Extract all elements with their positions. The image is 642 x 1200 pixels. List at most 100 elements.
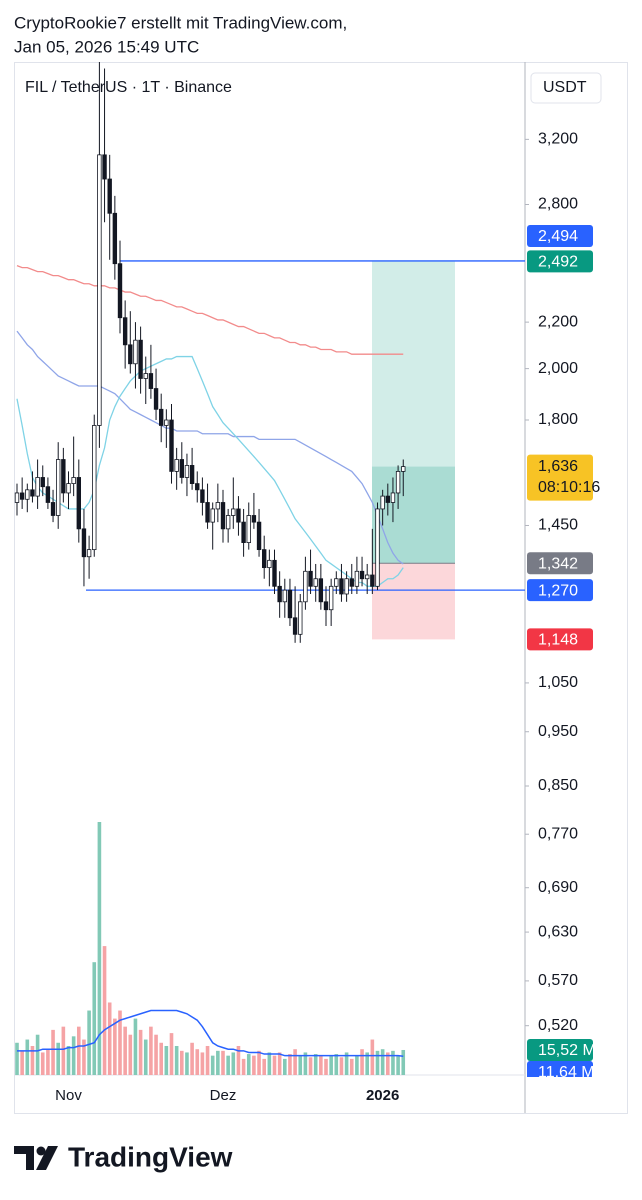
candle-body [241,521,246,543]
candle-body [292,617,298,635]
volume-bar [272,1055,277,1075]
volume-bar [252,1055,256,1075]
volume-bar [355,1055,359,1075]
candle-body [195,483,200,491]
volume-ma [17,1009,404,1057]
candle-body [401,466,406,472]
volume-bar [35,1034,40,1075]
candle-body [122,317,128,346]
volume-bar [267,1052,272,1075]
volume-bar [123,1026,127,1075]
candle-body [128,344,133,365]
y-tick-label: 1,450 [538,517,578,534]
candle-body [385,495,390,503]
candle-body [375,508,380,587]
volume-bar [15,1042,19,1075]
candle-body [364,574,370,580]
candle-body [380,495,385,510]
volume-bar [313,1054,318,1075]
volume-bar [257,1050,261,1075]
volume-bar [51,1029,55,1075]
stop-badge [527,628,593,651]
volume-bar [92,962,97,1075]
volume-bar [190,1042,194,1075]
candle-body [164,419,169,426]
position-loss [372,563,455,640]
candle-body [66,483,71,494]
volume-bar [25,1039,30,1075]
footer-brand: TradingView [68,1141,233,1172]
candle-body [215,502,221,510]
volume-bar [164,1045,169,1075]
volume-bar [40,1052,45,1075]
volume-bar [231,1052,236,1075]
candle-body [56,459,61,516]
candle-body [169,419,174,472]
candle-body [303,570,308,603]
volume-bar [56,1042,60,1075]
volume-bar [149,1026,153,1075]
volume-bar [308,1057,313,1075]
candle-body [272,559,277,587]
currency-label: USDT [543,79,587,96]
volume-bar [216,1050,220,1075]
volume-bar [221,1050,225,1075]
candle-body [153,388,159,410]
candle-body [158,408,164,426]
volume-bar [195,1049,200,1075]
y-tick-label: 0,570 [538,972,578,989]
logo-dot [36,1146,46,1156]
volume-bar [205,1045,210,1075]
volume-bar [169,1033,174,1075]
volume-bar [391,1050,395,1075]
candle-body [349,578,354,587]
countdown-label: 08:10:16 [538,479,600,496]
volume-bar [128,1034,133,1075]
candle-body [390,492,396,503]
last-price-badge [527,454,593,501]
volume-label: 15,52 M [538,1042,596,1059]
candle-body [117,263,123,319]
volume-bar [226,1055,230,1075]
y-tick-label: 0,630 [538,923,578,940]
target-label: 2,492 [538,254,578,271]
y-tick-label: 0,850 [538,777,578,794]
volume-bar [118,1010,122,1075]
volume-bar [329,1055,333,1075]
volume-bar [210,1055,215,1075]
x-tick-label: 2026 [366,1087,399,1104]
volume-bar [380,1049,385,1075]
last-price-label: 1,636 [538,458,578,475]
volume-bar [283,1058,287,1075]
volume-bar [396,1055,400,1075]
candle-body [323,601,329,611]
candle-body [112,212,118,265]
header-date: Jan 05, 2026 15:49 UTC [14,37,199,56]
line-badge [527,224,593,247]
plot [14,62,525,1075]
volume-bar [154,1034,158,1075]
volume-bar [30,1045,35,1075]
candle-body [205,502,210,523]
candle-body [344,578,349,595]
chart-title: FIL / TetherUS · 1T · Binance [25,79,232,96]
volume-bar [20,1050,24,1075]
target-badge [527,250,593,273]
candle-body [267,559,272,569]
volume-bar [143,1039,148,1075]
volume-bar [185,1052,189,1075]
candle-body [225,515,231,530]
candle-body [251,515,257,523]
moving-average [16,265,404,355]
volume-bar [159,1042,163,1075]
candle-body [261,549,267,569]
volume-bar [66,1045,71,1075]
chart-frame [14,62,628,1114]
candle-body [210,508,215,523]
volume-bar [277,1052,282,1075]
line-label: 1,270 [538,582,578,599]
candle-body [76,477,81,530]
volume-bar [349,1058,354,1075]
volume-bar [82,1039,86,1075]
